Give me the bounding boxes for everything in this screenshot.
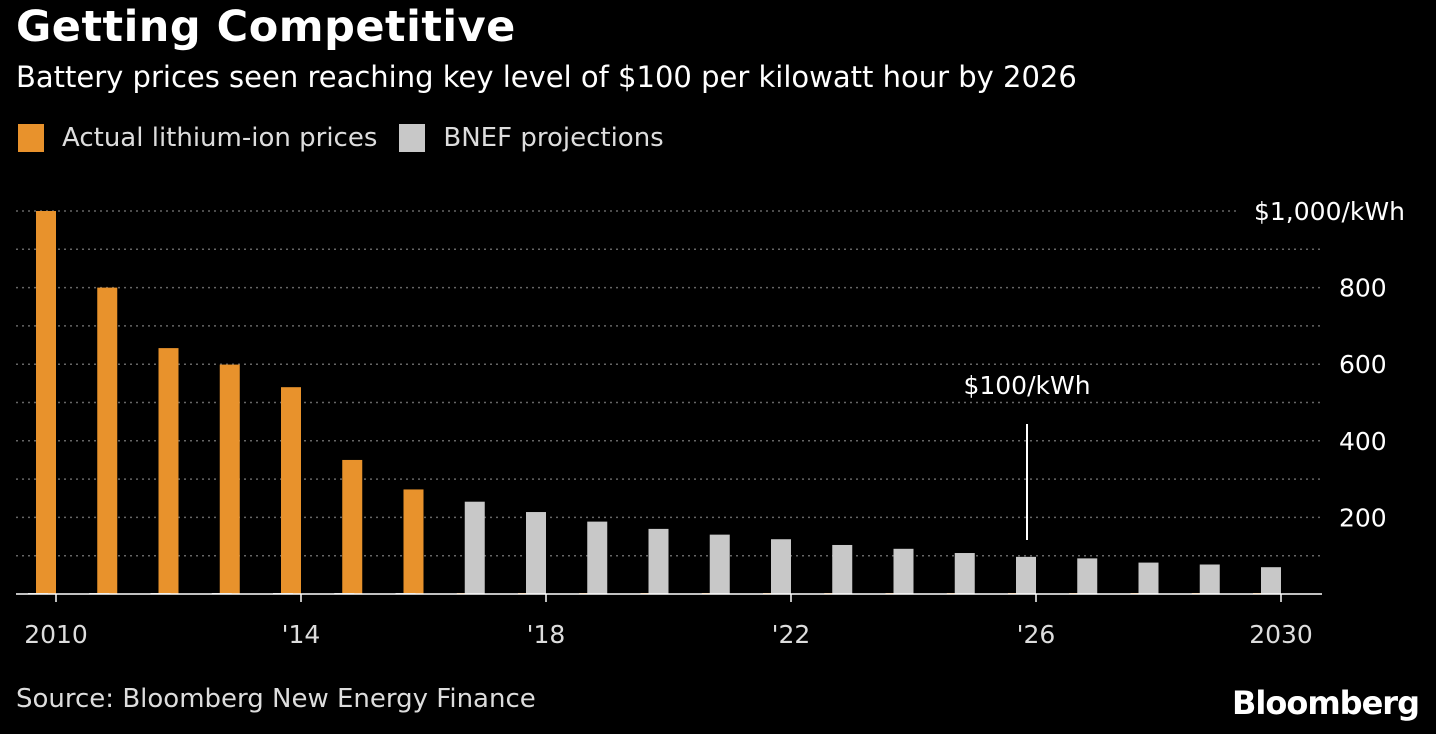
chart-title: Getting Competitive bbox=[16, 2, 516, 52]
legend-label-actual: Actual lithium-ion prices bbox=[62, 123, 378, 153]
x-tick-label: 2030 bbox=[1249, 620, 1313, 649]
bar-projection-2019 bbox=[587, 521, 608, 594]
bar-projection-2025 bbox=[954, 553, 975, 594]
bar-projection-2022 bbox=[771, 539, 791, 594]
bar-actual-2014 bbox=[281, 387, 301, 594]
y-tick-label: 200 bbox=[1339, 503, 1387, 532]
y-tick-label: 600 bbox=[1339, 350, 1387, 379]
bar-projection-2026 bbox=[1016, 556, 1036, 594]
bar-projection-2027 bbox=[1077, 558, 1098, 594]
y-tick-label: 400 bbox=[1339, 427, 1387, 456]
bar-actual-2015 bbox=[342, 459, 363, 594]
legend-label-projection: BNEF projections bbox=[443, 123, 664, 153]
bar-projection-2023 bbox=[832, 544, 853, 594]
bar-projection-2021 bbox=[709, 534, 730, 594]
x-tick-label: '26 bbox=[1017, 620, 1056, 649]
bar-projection-2018 bbox=[526, 512, 546, 594]
bar-actual-2012 bbox=[158, 348, 179, 594]
bar-projection-2017 bbox=[464, 501, 485, 594]
legend-item-actual: Actual lithium-ion prices bbox=[18, 123, 377, 153]
legend-item-projection: BNEF projections bbox=[399, 123, 664, 153]
legend: Actual lithium-ion prices BNEF projectio… bbox=[18, 121, 686, 155]
bloomberg-logo: Bloomberg bbox=[1232, 684, 1420, 722]
bar-actual-2016 bbox=[403, 489, 424, 594]
bar-projection-2024 bbox=[893, 548, 914, 594]
x-tick-label: '22 bbox=[772, 620, 811, 649]
bar-projection-2030 bbox=[1261, 567, 1281, 594]
annotation-label: $100/kWh bbox=[963, 371, 1090, 400]
bar-projection-2020 bbox=[648, 528, 669, 594]
legend-swatch-actual bbox=[18, 124, 44, 152]
legend-swatch-projection bbox=[399, 124, 426, 152]
x-tick-label: '14 bbox=[282, 620, 321, 649]
y-tick-label: 800 bbox=[1339, 274, 1387, 303]
bar-projection-2028 bbox=[1138, 562, 1159, 594]
x-tick-label: 2010 bbox=[24, 620, 88, 649]
source-note: Source: Bloomberg New Energy Finance bbox=[16, 684, 536, 714]
bar-actual-2011 bbox=[97, 287, 118, 594]
bar-projection-2029 bbox=[1199, 564, 1220, 594]
x-tick-label: '18 bbox=[527, 620, 566, 649]
bar-actual-2013 bbox=[219, 364, 240, 594]
y-tick-label: $1,000/kWh bbox=[1254, 197, 1405, 226]
bar-actual-2010 bbox=[36, 211, 56, 594]
chart-subtitle: Battery prices seen reaching key level o… bbox=[16, 60, 1077, 94]
